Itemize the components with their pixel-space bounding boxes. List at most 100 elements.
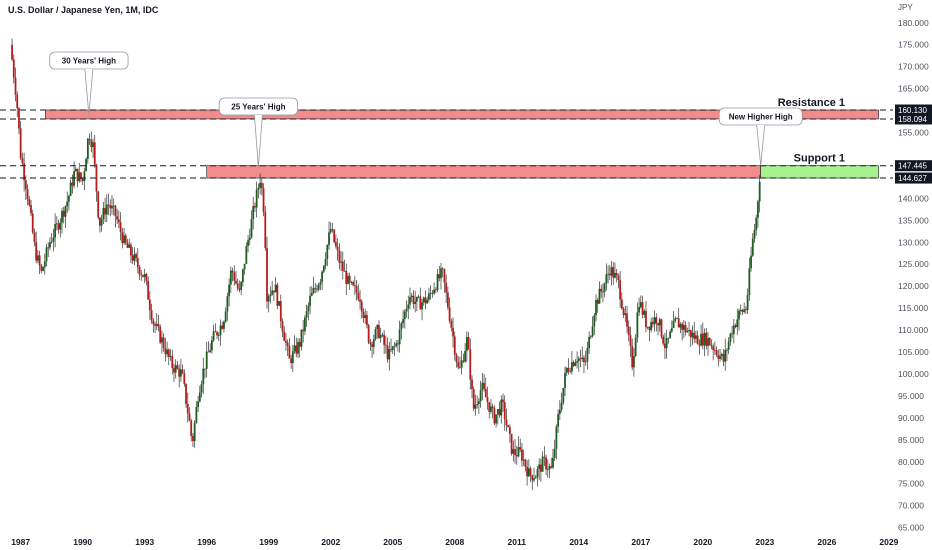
candle-body <box>400 323 403 330</box>
price-tag-label: 158.094 <box>898 115 927 124</box>
candle-body <box>434 289 437 291</box>
candle-body <box>143 273 146 277</box>
candle-body <box>543 456 546 458</box>
candle-body <box>33 232 36 243</box>
candle-body <box>500 399 503 416</box>
candle-body <box>248 237 251 241</box>
candle-body <box>169 356 172 357</box>
candle-body <box>167 349 170 357</box>
candle-body <box>148 299 151 311</box>
callouts-layer: Resistance 1 Support 1 30 Years' High 25 Ye… <box>49 51 845 168</box>
candle-body <box>333 229 336 243</box>
candle-body <box>657 323 659 326</box>
candle-body <box>350 282 353 283</box>
candle-body <box>11 44 13 60</box>
candle-body <box>748 268 751 295</box>
candle-body <box>81 179 84 181</box>
candle-body <box>571 362 573 372</box>
candle-body <box>526 466 529 477</box>
candle-body <box>35 242 38 261</box>
candle-body <box>133 254 136 261</box>
candle-body <box>477 401 480 405</box>
candle-body <box>68 195 70 202</box>
candle-body <box>347 275 349 284</box>
candle-body <box>664 343 666 349</box>
candle-body <box>474 404 477 409</box>
candle-body <box>395 343 398 346</box>
candle-body <box>521 449 523 461</box>
candle-body <box>572 362 575 366</box>
y-tick-label: 170.000 <box>898 62 929 72</box>
x-tick-label: 2011 <box>508 537 527 547</box>
candle-body <box>152 320 155 325</box>
callout-label: New Higher High <box>729 113 793 122</box>
candle-body <box>669 331 671 338</box>
candle-body <box>402 319 404 324</box>
candle-body <box>47 247 50 249</box>
candle-body <box>731 333 734 335</box>
candle-body <box>569 371 572 373</box>
candle-body <box>545 457 547 470</box>
candle-body <box>255 189 258 208</box>
candle-body <box>488 402 491 412</box>
candle-body <box>724 349 727 362</box>
candle-body <box>619 280 622 300</box>
candle-body <box>462 360 465 362</box>
candle-body <box>136 258 139 267</box>
candle-body <box>467 336 470 350</box>
y-tick-label: 130.000 <box>898 237 929 247</box>
candle-body <box>183 373 186 384</box>
candle-body <box>751 238 754 256</box>
callout-pointer <box>756 124 766 166</box>
candle-body <box>150 310 153 321</box>
candle-body <box>701 333 704 346</box>
candle-body <box>107 204 110 206</box>
candle-body <box>641 302 644 315</box>
candle-body <box>726 349 728 351</box>
candle-body <box>653 317 656 325</box>
candle-body <box>45 247 48 262</box>
candle-body <box>271 290 274 295</box>
candle-body <box>519 447 522 450</box>
candle-body <box>595 299 597 316</box>
candle-body <box>483 382 485 389</box>
candle-body <box>660 319 663 337</box>
candle-body <box>54 223 57 238</box>
candle-body <box>548 466 551 470</box>
candle-body <box>674 318 677 321</box>
y-tick-label: 180.000 <box>898 18 929 28</box>
candle-body <box>198 392 201 402</box>
candle-body <box>19 128 22 159</box>
candle-body <box>422 297 425 303</box>
candle-body <box>686 331 689 333</box>
candle-body <box>412 295 415 304</box>
candle-body <box>744 309 747 311</box>
candle-body <box>393 345 396 347</box>
candle-body <box>705 332 708 346</box>
candle-body <box>384 344 387 346</box>
candle-body <box>366 315 368 326</box>
candle-body <box>321 271 324 283</box>
candle-body <box>266 248 268 302</box>
candle-body <box>588 336 591 349</box>
y-tick-label: 85.000 <box>898 435 924 445</box>
price-tag-label: 147.445 <box>898 162 927 171</box>
candle-body <box>16 94 19 109</box>
candle-body <box>493 407 496 424</box>
candle-body <box>643 311 646 315</box>
candle-body <box>83 171 86 181</box>
candle-body <box>353 285 356 287</box>
candle-body <box>159 326 162 343</box>
candle-body <box>446 292 449 308</box>
candle-body <box>131 255 134 261</box>
candle-body <box>682 325 685 330</box>
candle-body <box>448 307 451 321</box>
candle-body <box>533 478 535 481</box>
candle-body <box>214 331 217 333</box>
candle-body <box>190 420 193 436</box>
candle-body <box>464 351 467 362</box>
candle-body <box>481 382 484 391</box>
candle-body <box>243 263 246 270</box>
candle-body <box>316 288 318 290</box>
